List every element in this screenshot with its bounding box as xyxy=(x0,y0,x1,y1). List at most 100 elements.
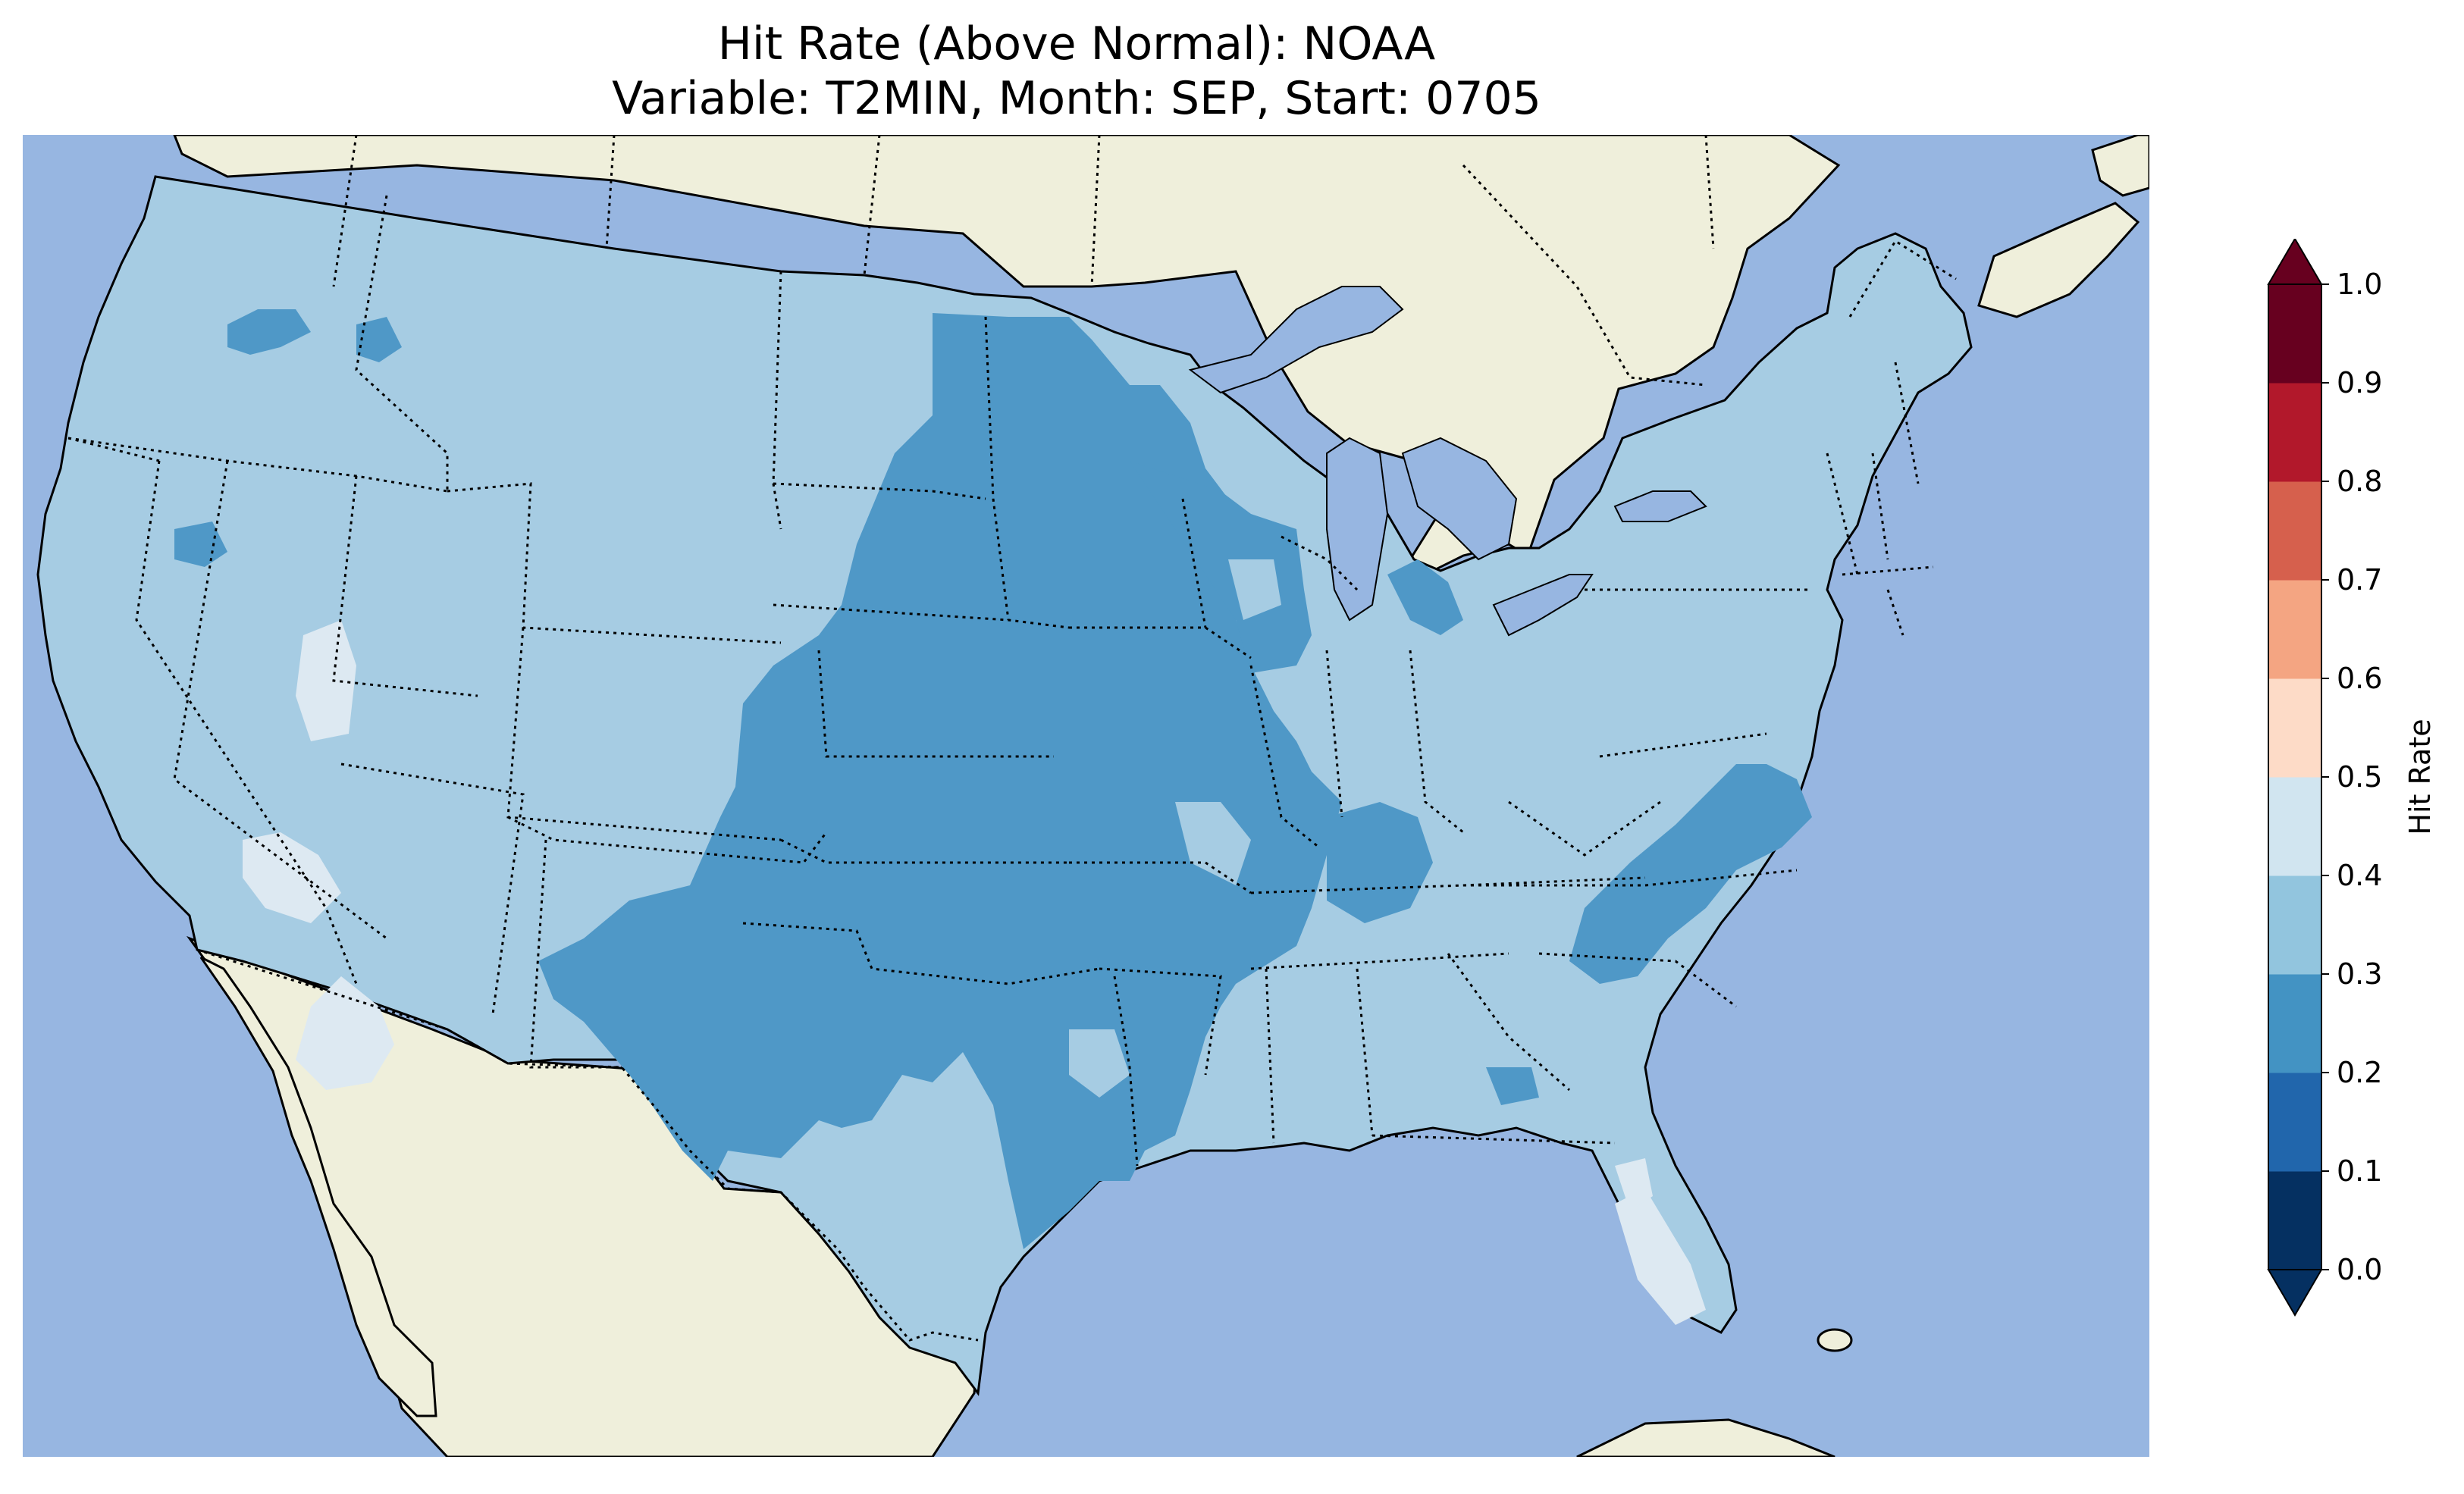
nevada-region-2 xyxy=(243,832,341,923)
hit-rate-0.3-0.4-inset xyxy=(819,559,1281,1333)
boundary-al-ga xyxy=(1356,968,1374,1136)
colorbar-tick-label: 0.2 xyxy=(2337,1056,2382,1089)
colorbar-bin-6 xyxy=(2268,580,2321,679)
colorbar-svg: 0.0 0.1 0.2 0.3 0.4 0.5 0.6 0.7 0.8 0.9 1.0 Hit Rat… xyxy=(2267,237,2437,1317)
boundary-wv-va xyxy=(1508,800,1661,857)
hit-rate-0.4-0.5 xyxy=(243,620,1706,1325)
washington-spot-2 xyxy=(356,317,402,362)
boundary-wi-il xyxy=(1181,498,1207,628)
boundary-co-nm xyxy=(507,816,828,864)
boundary-mi xyxy=(1281,535,1359,591)
colorbar-tick-label: 0.7 xyxy=(2337,563,2382,597)
boundary-ca-nv xyxy=(135,460,358,985)
colorbar: 0.0 0.1 0.2 0.3 0.4 0.5 0.6 0.7 0.8 0.9 1.0 Hit Rat… xyxy=(2259,237,2456,1376)
colorbar-tick-label: 0.5 xyxy=(2337,760,2382,794)
colorbar-tick-label: 0.1 xyxy=(2337,1154,2382,1188)
boundary-il-in xyxy=(1249,665,1320,849)
colorbar-tick-label: 1.0 xyxy=(2337,268,2382,301)
colorbar-bin-0 xyxy=(2268,1171,2321,1270)
virginia-region xyxy=(1569,764,1812,984)
colorbar-bin-2 xyxy=(2268,974,2321,1073)
florida-region xyxy=(1615,1189,1706,1325)
boundary-va-nc xyxy=(1463,869,1798,887)
colorbar-bin-5 xyxy=(2268,678,2321,778)
boundary-nv-ut xyxy=(173,460,387,940)
boundary-mt-wy xyxy=(447,482,782,644)
colorbar-bin-3 xyxy=(2268,875,2321,975)
boundary-nc-sc xyxy=(1538,952,1737,1008)
boundary-or-ca xyxy=(67,437,160,462)
michigan-region xyxy=(1387,559,1463,635)
colorbar-label: Hit Rate xyxy=(2403,719,2437,835)
missouri-inset xyxy=(1175,802,1251,885)
central-plains-region xyxy=(538,313,1342,1249)
colorbar-bin-9 xyxy=(2268,284,2321,384)
texas-inset-1 xyxy=(819,1166,887,1257)
baja-land xyxy=(199,956,437,1417)
indiana-region xyxy=(1327,802,1433,923)
boundary-mn xyxy=(984,316,1010,621)
colorbar-tick-label: 0.4 xyxy=(2337,859,2382,892)
colorbar-tick-label: 0.8 xyxy=(2337,465,2382,498)
boundary-canada-4 xyxy=(1090,135,1101,287)
bahamas-land xyxy=(1817,1328,1853,1352)
boundary-ct-ri xyxy=(1886,589,1904,636)
lake-superior xyxy=(1188,286,1404,394)
cuba-land xyxy=(1576,1418,1835,1457)
boundary-nd-sd xyxy=(773,482,986,500)
oregon-spot xyxy=(174,521,227,567)
arkansas-inset xyxy=(1069,1029,1130,1098)
boundary-ar-la xyxy=(1099,967,1222,1076)
hit-rate-0.2-0.3 xyxy=(174,309,1812,1249)
colorbar-tick-label: 0.0 xyxy=(2337,1253,2382,1286)
washington-spot-1 xyxy=(227,309,311,355)
boundary-ut-az xyxy=(340,763,525,1015)
colorbar-bin-8 xyxy=(2268,383,2321,482)
lake-michigan xyxy=(1326,437,1389,622)
boundary-nm-tx xyxy=(529,839,622,1069)
boundary-vt-nh xyxy=(1871,453,1889,560)
lake-huron xyxy=(1401,437,1518,561)
colorbar-tick-label: 0.3 xyxy=(2337,957,2382,991)
boundary-ok-tx xyxy=(742,922,1100,985)
boundary-ma xyxy=(1842,565,1934,576)
colorbar-tick-label: 0.9 xyxy=(2337,366,2382,399)
colorbar-bin-1 xyxy=(2268,1073,2321,1172)
boundary-ms-al xyxy=(1265,968,1275,1144)
title-line-2: Variable: T2MIN, Month: SEP, Start: 0705 xyxy=(612,72,1541,125)
texas-inset-2 xyxy=(902,1173,1008,1333)
country-boundaries xyxy=(196,135,1957,1342)
boundary-ks-ok xyxy=(780,838,1069,864)
colorbar-bin-7 xyxy=(2268,481,2321,581)
colorbar-bin-4 xyxy=(2268,777,2321,876)
boundary-mo-ar xyxy=(1069,861,1252,894)
boundary-oh-pa xyxy=(1409,650,1464,834)
upper-midwest-region xyxy=(1130,461,1312,673)
boundary-canada-3 xyxy=(863,135,881,276)
figure-title: Hit Rate (Above Normal): NOAA Variable: … xyxy=(0,17,2153,126)
boundary-us-mexico xyxy=(196,948,979,1342)
socal-region xyxy=(296,976,394,1090)
michigan-inset xyxy=(1228,559,1281,620)
georgia-coast-region xyxy=(1615,1158,1653,1211)
nova-scotia-land xyxy=(1977,202,2140,318)
boundary-id-mt xyxy=(355,195,449,491)
title-line-1: Hit Rate (Above Normal): NOAA xyxy=(717,17,1436,70)
boundary-nh-me xyxy=(1894,362,1920,484)
boundary-ne-ks xyxy=(817,650,1054,758)
state-boundaries xyxy=(67,195,1934,1167)
newfoundland-land xyxy=(2091,135,2149,197)
boundary-tn-ms xyxy=(1250,952,1509,970)
us-map xyxy=(23,135,2149,1457)
boundary-tx-la xyxy=(1113,976,1139,1167)
colorbar-tick-label: 0.6 xyxy=(2337,662,2382,695)
nevada-region xyxy=(296,620,356,741)
lake-erie xyxy=(1492,574,1594,637)
lake-ontario xyxy=(1613,490,1707,522)
georgia-spot xyxy=(1486,1067,1539,1105)
great-lakes xyxy=(1188,286,1707,637)
boundary-ny-vt xyxy=(1826,453,1859,575)
boundary-pa-md xyxy=(1599,732,1767,758)
boundary-id-ut xyxy=(332,475,478,697)
boundary-ga-fl xyxy=(1372,1134,1616,1145)
